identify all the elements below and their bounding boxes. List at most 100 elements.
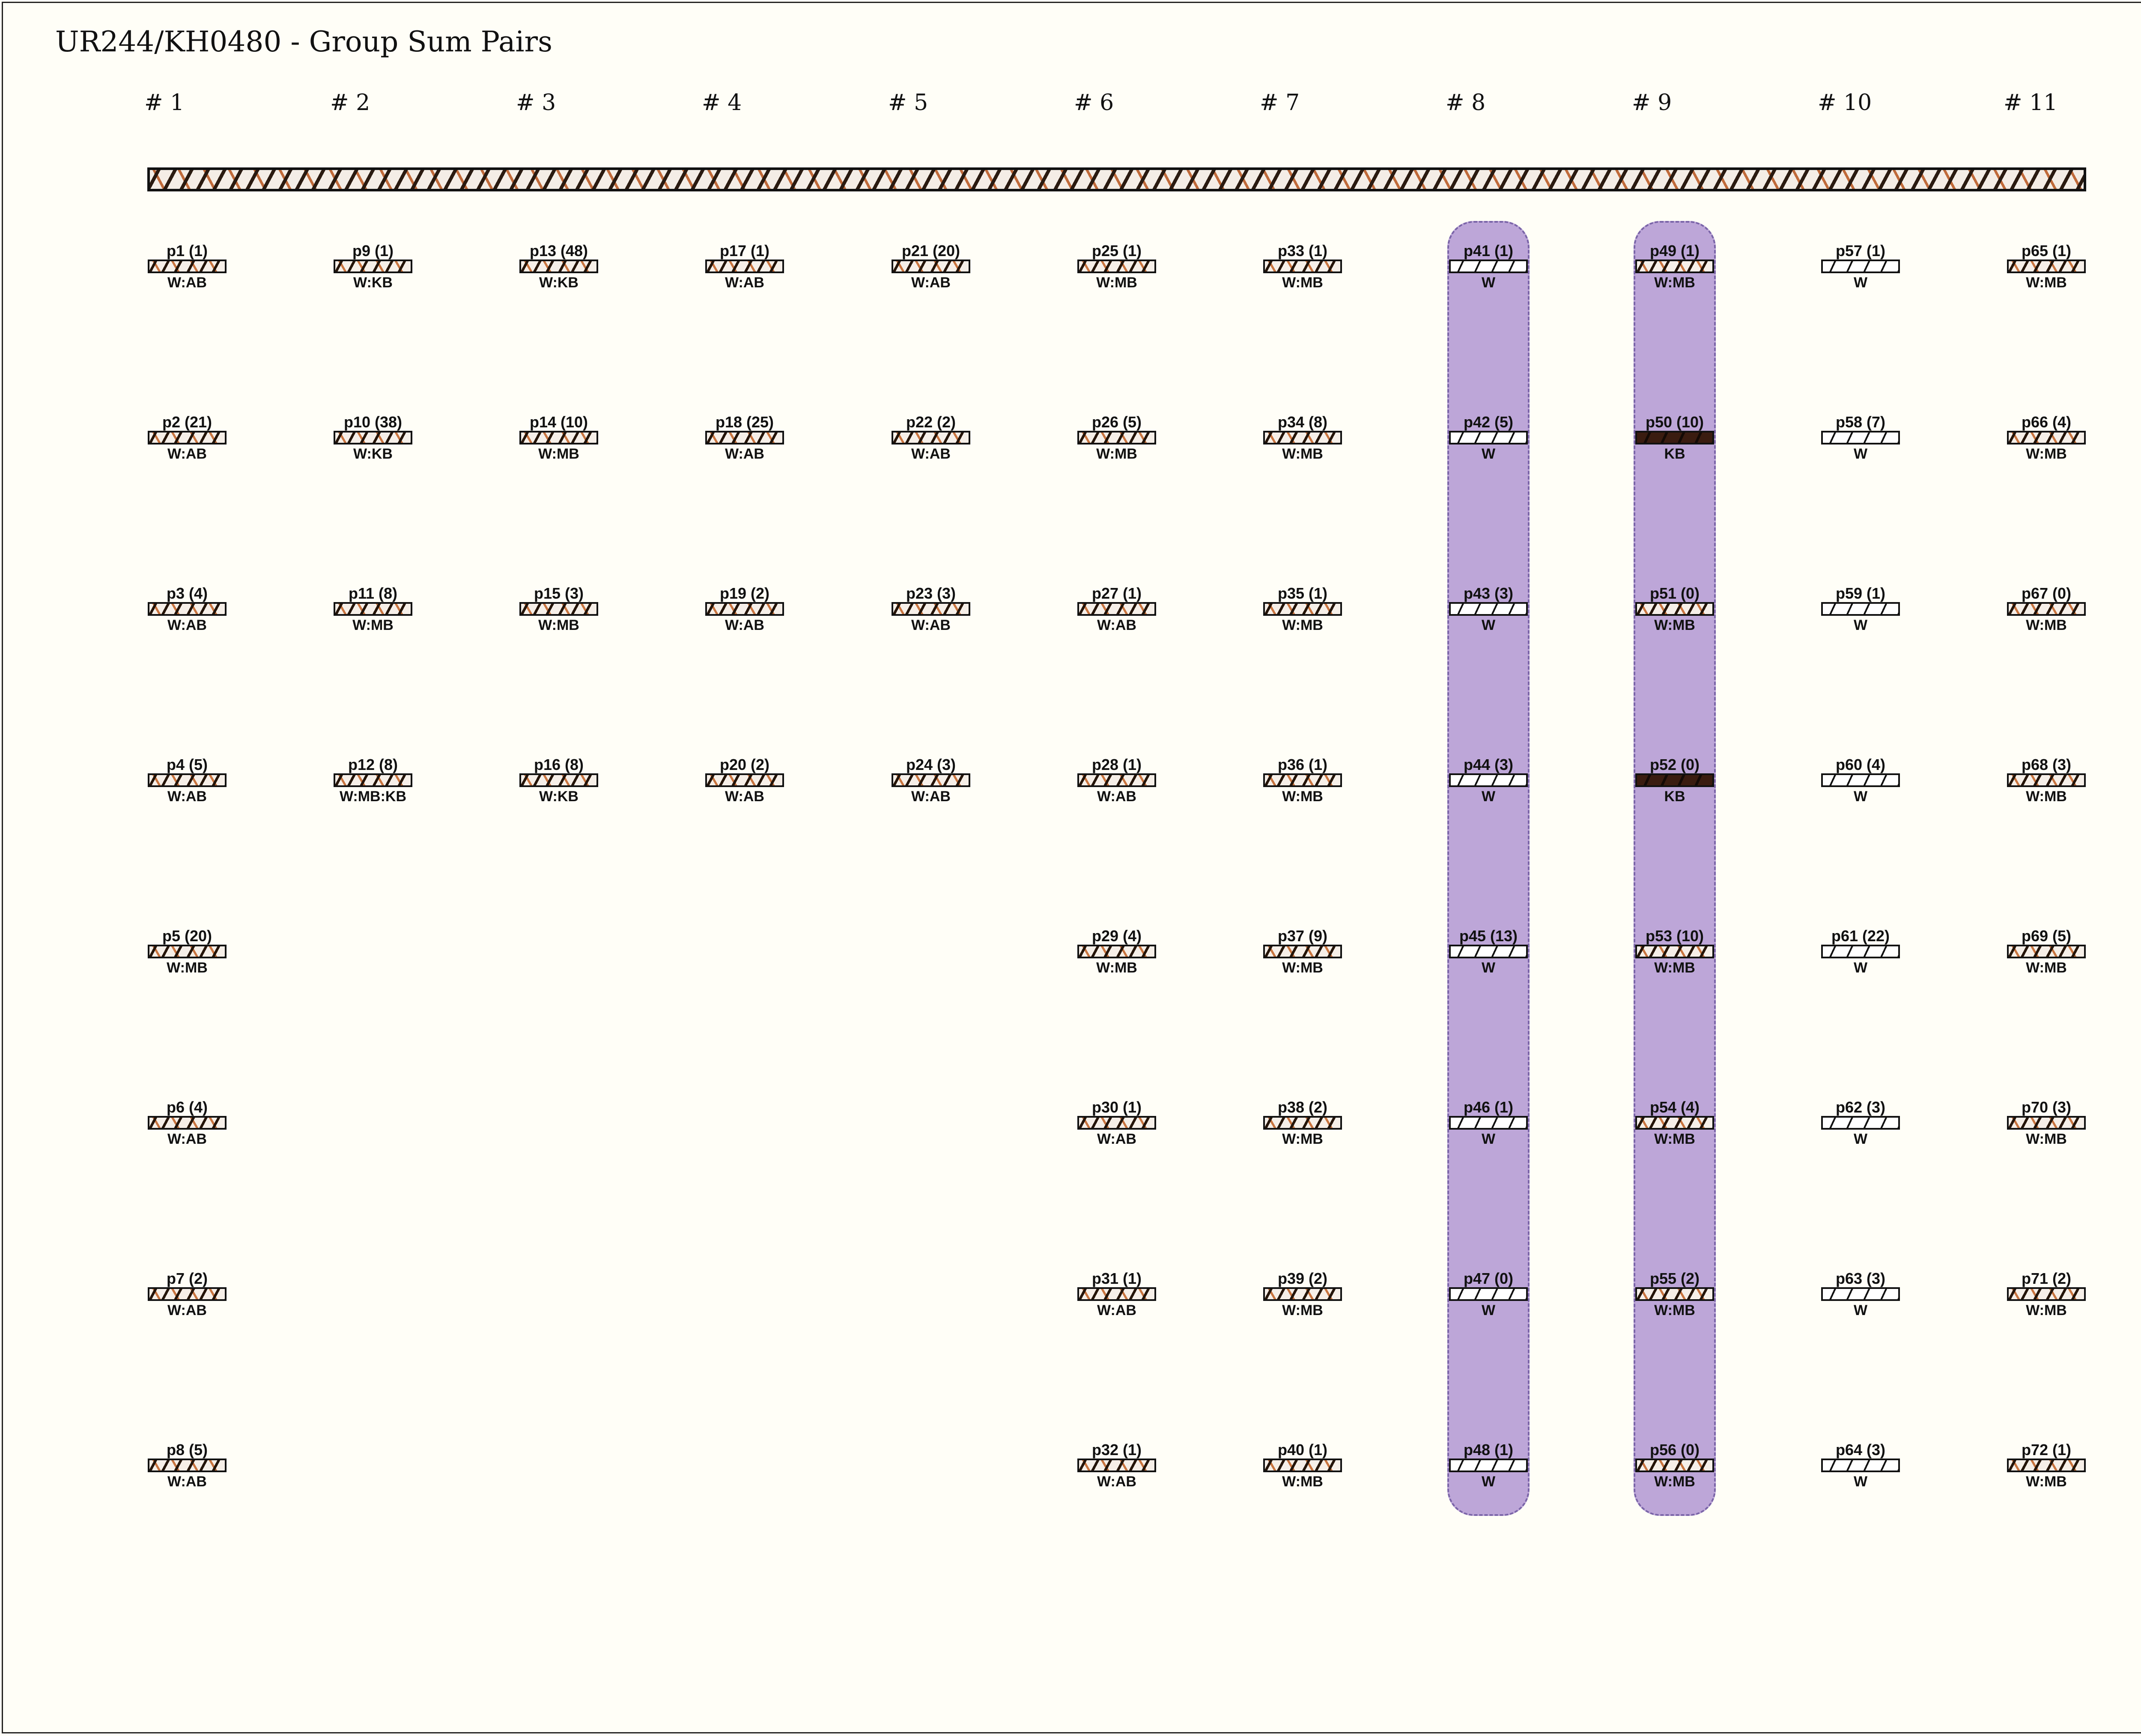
pair-tag: W:MB — [2026, 274, 2067, 291]
pair-label: p8 (5) — [166, 1441, 208, 1459]
pair-item: p39 (2) W:MB — [1251, 1270, 1354, 1320]
pair-label: p70 (3) — [2021, 1098, 2072, 1116]
pair-tag: W:AB — [1097, 617, 1136, 633]
pair-item: p17 (1) W:AB — [693, 242, 796, 292]
pair-tag: W — [1853, 446, 1868, 462]
pair-glyph — [2007, 260, 2086, 273]
pair-label: p55 (2) — [1649, 1270, 1700, 1287]
pair-tag: W:MB — [1282, 1131, 1323, 1147]
pair-glyph — [1449, 260, 1528, 273]
pair-tag: W — [1853, 960, 1868, 976]
pair-item: p29 (4) W:MB — [1065, 928, 1168, 977]
pair-glyph — [1635, 1287, 1714, 1301]
pair-tag: W:MB — [1282, 617, 1323, 633]
pair-item: p35 (1) W:MB — [1251, 585, 1354, 635]
pair-tag: W:MB — [2026, 1131, 2067, 1147]
pair-glyph — [2007, 1116, 2086, 1130]
pair-glyph — [1077, 1459, 1156, 1472]
pair-tag: W:MB — [167, 960, 208, 976]
full-sequence-strip — [147, 167, 2086, 191]
pair-glyph — [1077, 945, 1156, 958]
pair-item: p70 (3) W:MB — [1995, 1099, 2098, 1148]
pair-glyph — [2007, 773, 2086, 787]
pair-item: p19 (2) W:AB — [693, 585, 796, 635]
pair-tag: W:AB — [725, 274, 764, 291]
pair-tag: W:AB — [167, 274, 207, 291]
pair-tag: W:AB — [167, 1474, 207, 1490]
pair-glyph — [148, 773, 227, 787]
pair-label: p29 (4) — [1091, 927, 1142, 945]
pair-label: p71 (2) — [2021, 1270, 2072, 1287]
pair-tag: W — [1481, 960, 1496, 976]
pair-glyph — [1077, 602, 1156, 616]
pair-item: p5 (20) W:MB — [136, 928, 239, 977]
pair-glyph — [1263, 1459, 1342, 1472]
pair-label: p18 (25) — [715, 413, 774, 431]
pair-item: p12 (8) W:MB:KB — [322, 756, 424, 806]
pair-glyph — [892, 602, 970, 616]
pair-label: p61 (22) — [1831, 927, 1890, 945]
pair-tag: W — [1853, 1302, 1868, 1318]
pair-label: p40 (1) — [1277, 1441, 1328, 1459]
pair-item: p51 (0) W:MB — [1623, 585, 1726, 635]
pair-item: p64 (3) W — [1809, 1441, 1912, 1491]
pair-item: p7 (2) W:AB — [136, 1270, 239, 1320]
pair-item: p9 (1) W:KB — [322, 242, 424, 292]
pair-tag: W:MB — [2026, 1474, 2067, 1490]
pair-label: p37 (9) — [1277, 927, 1328, 945]
pair-item: p62 (3) W — [1809, 1099, 1912, 1148]
pair-label: p54 (4) — [1649, 1098, 1700, 1116]
pair-label: p44 (3) — [1463, 756, 1514, 773]
pair-label: p38 (2) — [1277, 1098, 1328, 1116]
pair-label: p43 (3) — [1463, 585, 1514, 602]
pair-tag: KB — [1664, 788, 1685, 805]
pair-label: p41 (1) — [1463, 242, 1514, 260]
pair-glyph — [705, 602, 784, 616]
pair-glyph — [1821, 260, 1900, 273]
pair-item: p57 (1) W — [1809, 242, 1912, 292]
pair-tag: W:AB — [1097, 788, 1136, 805]
pair-label: p12 (8) — [348, 756, 398, 773]
pair-item: p6 (4) W:AB — [136, 1099, 239, 1148]
pair-label: p28 (1) — [1091, 756, 1142, 773]
pair-label: p27 (1) — [1091, 585, 1142, 602]
pair-glyph — [2007, 1287, 2086, 1301]
pair-glyph — [1263, 602, 1342, 616]
pair-glyph — [1077, 1116, 1156, 1130]
column-header: # 7 — [1260, 90, 1300, 116]
pair-glyph — [1635, 773, 1714, 787]
pair-label: p63 (3) — [1835, 1270, 1886, 1287]
pair-glyph — [519, 602, 598, 616]
pair-label: p60 (4) — [1835, 756, 1886, 773]
pair-tag: W:KB — [539, 274, 578, 291]
pair-label: p49 (1) — [1649, 242, 1700, 260]
pair-label: p17 (1) — [719, 242, 770, 260]
pair-glyph — [1821, 431, 1900, 444]
pair-tag: W:AB — [911, 617, 951, 633]
pair-label: p9 (1) — [352, 242, 394, 260]
pair-tag: W:MB — [2026, 446, 2067, 462]
pair-tag: W:MB — [538, 617, 579, 633]
pair-item: p47 (0) W — [1437, 1270, 1540, 1320]
diagram-title: UR244/KH0480 - Group Sum Pairs — [55, 25, 552, 58]
pair-item: p36 (1) W:MB — [1251, 756, 1354, 806]
pair-label: p23 (3) — [906, 585, 956, 602]
pair-tag: W — [1481, 788, 1496, 805]
pair-label: p25 (1) — [1091, 242, 1142, 260]
pair-item: p14 (10) W:MB — [507, 414, 610, 463]
pair-item: p3 (4) W:AB — [136, 585, 239, 635]
pair-item: p61 (22) W — [1809, 928, 1912, 977]
pair-item: p32 (1) W:AB — [1065, 1441, 1168, 1491]
pair-tag: W — [1853, 788, 1868, 805]
pair-item: p53 (10) W:MB — [1623, 928, 1726, 977]
pair-tag: W — [1853, 1474, 1868, 1490]
pair-tag: W:MB — [1282, 446, 1323, 462]
pair-tag: W:AB — [911, 788, 951, 805]
pair-label: p30 (1) — [1091, 1098, 1142, 1116]
pair-tag: W:MB — [352, 617, 394, 633]
column-header: # 5 — [888, 90, 928, 116]
pair-tag: W:AB — [911, 446, 951, 462]
pair-tag: W:AB — [725, 446, 764, 462]
pair-glyph — [1821, 602, 1900, 616]
pair-label: p3 (4) — [166, 585, 208, 602]
